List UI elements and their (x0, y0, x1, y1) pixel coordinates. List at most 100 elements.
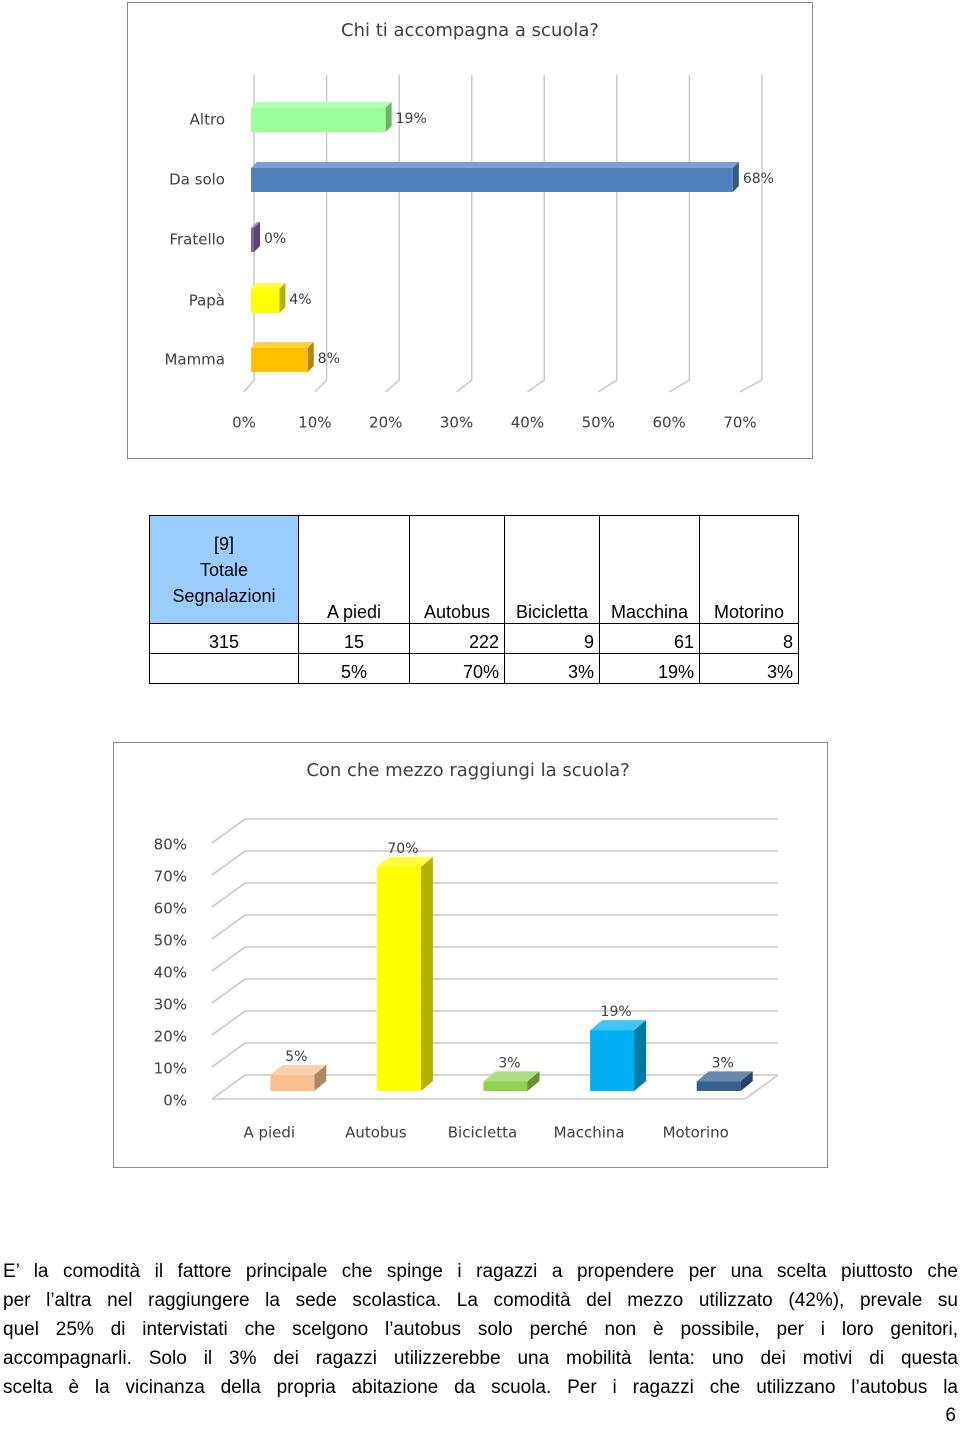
bar-top (251, 342, 314, 348)
bar-top-shade (270, 1065, 327, 1075)
bar-side-shade (732, 162, 739, 192)
bar-top-shade (483, 1071, 540, 1082)
bar (251, 348, 308, 372)
bar-side-shade (314, 1065, 327, 1091)
value-label: 3% (498, 1055, 520, 1071)
paragraph: E’ la comodità il fattore principale che… (3, 1257, 958, 1402)
header-cell: [9] Totale Segnalazioni (149, 515, 299, 624)
x-tick-label: 10% (298, 414, 331, 432)
y-tick-label: 40% (154, 964, 187, 982)
x-tick-label: 60% (652, 414, 685, 432)
grid-line (211, 946, 778, 972)
bar (251, 289, 280, 313)
bar-top (590, 1020, 647, 1031)
grid-line (211, 914, 778, 940)
bar (251, 228, 254, 252)
bar (251, 108, 386, 132)
grid-line (211, 1010, 778, 1036)
bar-side (254, 222, 260, 252)
bar-top (376, 857, 433, 867)
value-label: 19% (396, 111, 427, 127)
cell: 9 (504, 623, 600, 654)
header-line: Totale (199, 559, 249, 580)
y-tick-label: 20% (154, 1028, 187, 1046)
category-label: Da solo (169, 171, 225, 189)
bar-top (251, 222, 260, 228)
data-table: [9] Totale Segnalazioni A piedi Autobus … (149, 515, 799, 684)
category-label: Altro (190, 111, 225, 129)
category-label: Papà (189, 292, 225, 310)
bar-side-shade (740, 1071, 753, 1091)
bar (590, 1030, 635, 1091)
bar (251, 168, 733, 192)
bar-top (696, 1071, 753, 1082)
bar-side (279, 283, 286, 313)
header-cell: Macchina (599, 515, 700, 624)
x-tick-label: 50% (582, 414, 615, 432)
y-tick-label: 70% (154, 868, 187, 886)
grid-line (211, 978, 778, 1004)
cell: 19% (599, 653, 700, 684)
x-tick-label: 70% (723, 414, 756, 432)
y-tick-label: 80% (154, 836, 187, 854)
header-cell: A piedi (298, 515, 410, 624)
x-tick-label: 0% (232, 414, 256, 432)
bar-side-shade (254, 222, 260, 252)
value-label: 68% (743, 171, 774, 187)
back-wall (254, 75, 762, 380)
x-tick-label: 20% (369, 414, 402, 432)
bar (376, 867, 421, 1091)
cell: 3% (699, 653, 799, 684)
bar (696, 1081, 741, 1091)
header-cell: Motorino (699, 515, 799, 624)
y-tick-label: 30% (154, 996, 187, 1014)
bar-side-shade (307, 342, 314, 372)
bar-top-shade (251, 162, 739, 168)
bar-top-shade (696, 1071, 753, 1082)
bar-top (483, 1071, 540, 1082)
bar-side (740, 1071, 753, 1091)
table-row: 315 15 222 9 61 8 (149, 623, 799, 654)
bar-top (251, 283, 286, 289)
chart-title: Chi ti accompagna a scuola? (341, 20, 599, 41)
bar-top-shade (251, 222, 260, 228)
table-row: 5% 70% 3% 19% 3% (149, 653, 799, 684)
header-cell: Bicicletta (504, 515, 600, 624)
text-line: E’ la comodità il fattore principale che… (3, 1261, 958, 1282)
header-line: [9] (213, 533, 234, 554)
bar-side (385, 102, 392, 132)
grid-line (211, 850, 778, 876)
grid-line (211, 882, 778, 908)
value-label: 70% (387, 841, 418, 857)
category-label: Macchina (554, 1124, 625, 1142)
text-line: accompagnarli. Solo il 3% dei ragazzi ut… (3, 1348, 958, 1369)
bar-side (420, 857, 433, 1091)
cell: 315 (149, 623, 299, 654)
bar-side (732, 162, 739, 192)
cell: 70% (409, 653, 505, 684)
bar-side-shade (279, 283, 286, 313)
value-label: 4% (289, 292, 311, 308)
page-number: 6 (945, 1405, 956, 1426)
header-line: Segnalazioni (172, 585, 276, 606)
y-tick-label: 50% (154, 932, 187, 950)
charts: Chi ti accompagna a scuola? Con che mezz… (113, 2, 828, 1168)
category-label: Motorino (663, 1124, 729, 1142)
cell: 5% (298, 653, 410, 684)
cell: 222 (409, 623, 505, 654)
value-label: 19% (601, 1004, 632, 1020)
bar-top-shade (251, 342, 314, 348)
cell: 3% (504, 653, 600, 684)
bar (270, 1075, 315, 1091)
y-tick-label: 0% (163, 1092, 187, 1110)
bar-top (270, 1065, 327, 1075)
bar-top-shade (590, 1020, 647, 1031)
bar-top (251, 162, 739, 168)
table-header: [9] Totale Segnalazioni A piedi Autobus … (149, 515, 799, 624)
y-tick-label: 60% (154, 900, 187, 918)
bar-side-shade (527, 1071, 540, 1091)
text-line: scelta è la vicinanza della propria abit… (3, 1377, 958, 1398)
header-cell: Autobus (409, 515, 505, 624)
bar-side-shade (634, 1020, 647, 1091)
